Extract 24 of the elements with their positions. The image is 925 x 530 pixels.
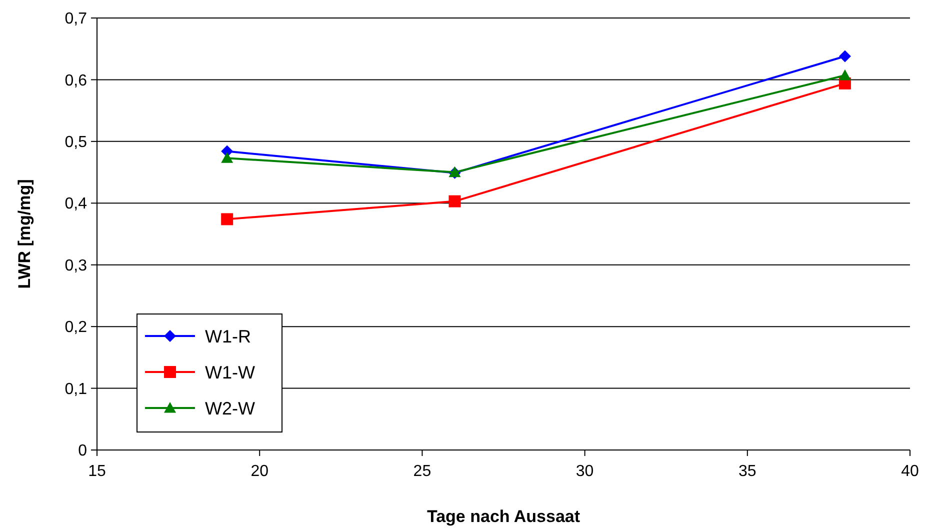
legend-label: W1-W — [205, 362, 255, 382]
x-tick-label: 30 — [576, 463, 594, 480]
y-axis-title: LWR [mg/mg] — [15, 179, 34, 289]
y-tick-label: 0,6 — [64, 72, 88, 90]
y-tick-label: 0,4 — [64, 196, 88, 213]
point — [221, 213, 234, 226]
legend-label: W2-W — [205, 398, 255, 418]
legend-label: W1-R — [205, 326, 251, 346]
y-tick-label: 0,2 — [64, 319, 88, 336]
y-tick-label: 0,3 — [64, 257, 88, 274]
x-tick-label: 35 — [738, 463, 756, 480]
y-tick-label: 0,5 — [64, 134, 88, 152]
point — [838, 50, 851, 62]
point — [221, 152, 234, 163]
point — [448, 195, 461, 208]
y-tick-label: 0,1 — [64, 380, 88, 398]
x-tick-label: 25 — [413, 463, 432, 480]
x-tick-label: 40 — [901, 463, 919, 480]
x-axis-title: Tage nach Aussaat — [426, 507, 580, 526]
y-tick-label: 0,7 — [64, 10, 88, 28]
y-tick-label: 0 — [78, 442, 88, 460]
x-tick-label: 20 — [250, 463, 269, 480]
x-tick-label: 15 — [88, 463, 106, 480]
point — [838, 69, 851, 80]
